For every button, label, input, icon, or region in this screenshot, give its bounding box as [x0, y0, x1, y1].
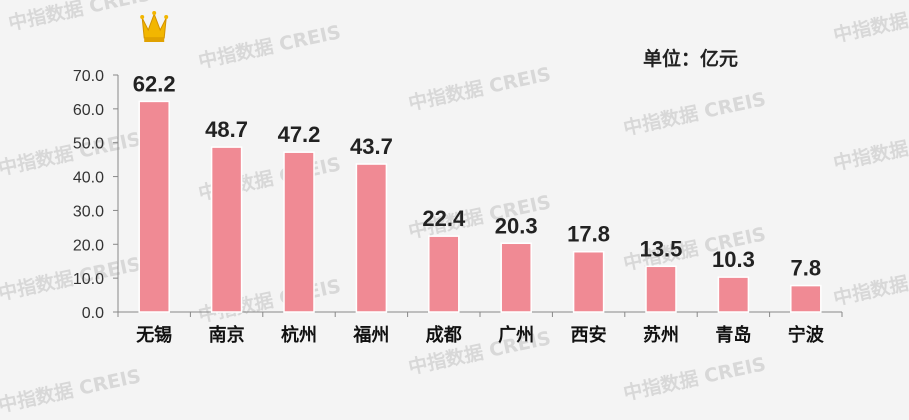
- watermark-text: 中指数据 CREIS: [831, 257, 909, 310]
- y-tick-label: 70.0: [73, 68, 104, 85]
- category-label: 宁波: [788, 324, 825, 346]
- y-tick-label: 30.0: [73, 203, 104, 220]
- value-label: 7.8: [791, 256, 822, 281]
- bar: [572, 250, 605, 313]
- watermark-text: 中指数据 CREIS: [0, 364, 143, 417]
- y-tick-label: 10.0: [73, 271, 104, 288]
- crown-tip: [152, 11, 157, 15]
- watermark-text: 中指数据 CREIS: [0, 127, 143, 180]
- bar: [645, 265, 677, 313]
- category-label: 南京: [209, 324, 245, 346]
- value-label: 47.2: [278, 122, 321, 147]
- category-label: 青岛: [715, 324, 751, 346]
- watermark-text: 中指数据 CREIS: [6, 0, 153, 35]
- category-label: 杭州: [281, 324, 317, 346]
- watermark-text: 中指数据 CREIS: [621, 352, 768, 405]
- value-label: 13.5: [640, 236, 683, 261]
- category-label: 西安: [571, 324, 607, 346]
- bar: [355, 163, 388, 313]
- bar: [428, 235, 460, 313]
- value-label: 22.4: [422, 206, 466, 231]
- unit-label: 单位：亿元: [643, 48, 739, 70]
- crown-shape: [141, 12, 167, 39]
- bar: [283, 151, 315, 313]
- y-tick-label: 0.0: [82, 305, 104, 322]
- crown-tip: [140, 15, 145, 19]
- bar: [500, 242, 532, 313]
- category-label: 苏州: [643, 324, 679, 346]
- y-tick-label: 50.0: [73, 136, 104, 153]
- category-label: 成都: [426, 324, 462, 346]
- y-tick-label: 60.0: [73, 102, 104, 119]
- watermark-text: 中指数据 CREIS: [831, 0, 909, 47]
- value-label: 62.2: [133, 71, 176, 96]
- category-label: 福州: [352, 324, 389, 346]
- category-label: 广州: [498, 324, 534, 346]
- bar: [790, 284, 822, 313]
- value-label: 20.3: [495, 213, 538, 238]
- watermark-text: 中指数据 CREIS: [621, 87, 768, 140]
- category-label: 无锡: [136, 324, 172, 346]
- watermark-text: 中指数据 CREIS: [831, 122, 909, 175]
- y-tick-label: 20.0: [73, 237, 104, 254]
- value-label: 10.3: [712, 247, 755, 272]
- bar: [210, 146, 243, 313]
- value-label: 48.7: [205, 117, 248, 142]
- bar: [138, 100, 170, 313]
- crown-icon: [140, 11, 169, 42]
- watermark-text: 中指数据 CREIS: [196, 20, 343, 73]
- y-tick-label: 40.0: [73, 170, 104, 187]
- crown-tip: [164, 15, 169, 19]
- watermark-text: 中指数据 CREIS: [0, 252, 143, 305]
- value-label: 17.8: [567, 222, 610, 247]
- watermark-text: 中指数据 CREIS: [406, 62, 553, 115]
- crown-base: [144, 38, 165, 42]
- value-label: 43.7: [350, 134, 393, 159]
- bar: [717, 276, 750, 313]
